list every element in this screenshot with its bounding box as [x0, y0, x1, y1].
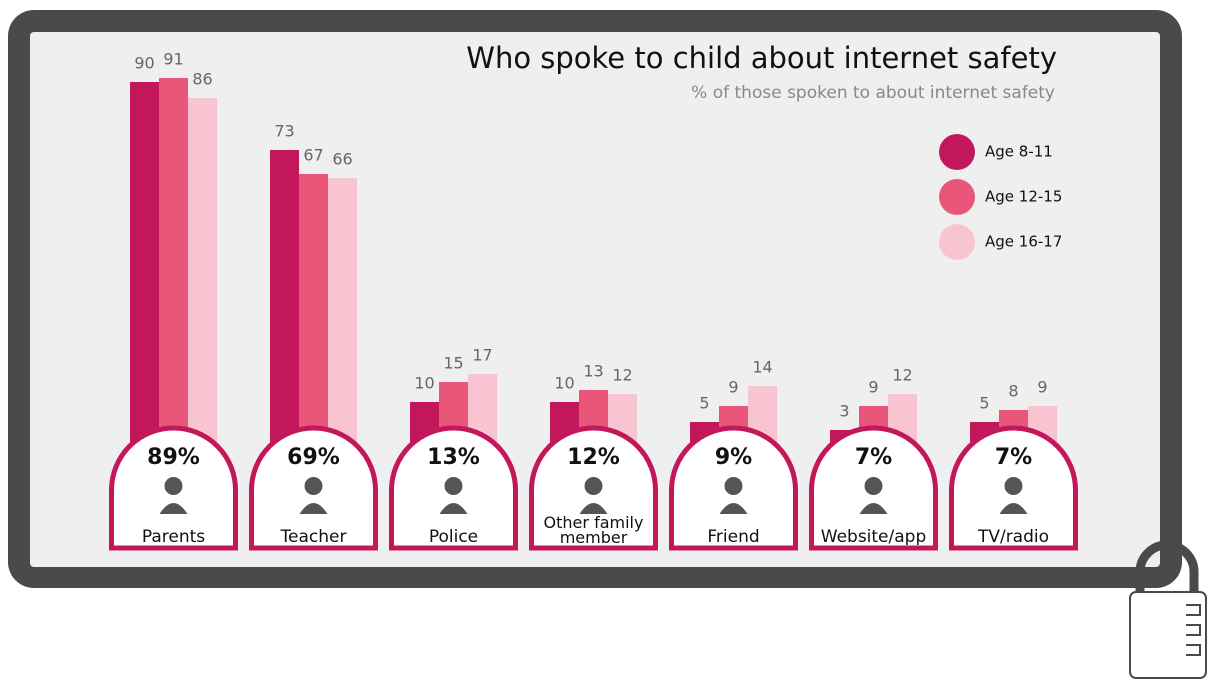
icon-body: [999, 503, 1028, 514]
category-label: TV/radio: [977, 527, 1050, 546]
category-label-box: TV/radio: [977, 527, 1050, 546]
value-label: 10: [414, 374, 434, 393]
legend-swatch: [939, 224, 975, 260]
category-label-box: Other family member: [543, 513, 644, 546]
value-label: 5: [979, 394, 989, 413]
value-label: 86: [192, 70, 212, 89]
value-label: 17: [472, 346, 492, 365]
bar: [299, 174, 328, 442]
bar: [130, 82, 159, 442]
total-label: 89%: [147, 445, 200, 470]
category-label: Teacher: [280, 527, 347, 546]
category-icon: [299, 477, 328, 514]
value-label: 5: [699, 394, 709, 413]
category-label-box: Teacher: [280, 527, 347, 546]
value-label: 91: [163, 50, 183, 69]
category-icon: [859, 477, 888, 514]
icon-head: [444, 477, 463, 495]
category-label: Police: [428, 527, 479, 546]
value-label: 73: [274, 122, 294, 141]
icon-head: [724, 477, 743, 495]
value-label: 10: [554, 374, 574, 393]
legend-swatch: [939, 134, 975, 170]
category-label-box: Parents: [141, 527, 206, 546]
icon-head: [864, 477, 883, 495]
total-label: 12%: [567, 445, 620, 470]
icon-head: [584, 477, 603, 495]
category-icon: [159, 477, 188, 514]
value-label: 8: [1008, 382, 1018, 401]
icon-head: [164, 477, 183, 495]
category-label: Friend: [707, 527, 760, 546]
icon-body: [299, 503, 328, 514]
legend-label: Age 12-15: [985, 188, 1062, 206]
chart-title: Who spoke to child about internet safety: [466, 41, 1057, 75]
icon-head: [304, 477, 323, 495]
value-label: 9: [868, 378, 878, 397]
value-label: 90: [134, 54, 154, 73]
category-label-box: Police: [428, 527, 479, 546]
legend-swatch: [939, 179, 975, 215]
value-label: 9: [728, 378, 738, 397]
value-label: 15: [443, 354, 463, 373]
total-label: 7%: [855, 445, 892, 470]
total-label: 7%: [995, 445, 1032, 470]
category-label-box: Website/app: [820, 527, 927, 546]
padlock: [1129, 540, 1207, 679]
total-label: 9%: [715, 445, 752, 470]
bar: [270, 150, 299, 442]
category-label: Other family member: [543, 513, 644, 546]
chart-subtitle: % of those spoken to about internet safe…: [691, 83, 1055, 103]
category-icon: [579, 477, 608, 514]
value-label: 12: [612, 366, 632, 385]
value-label: 3: [839, 402, 849, 421]
value-label: 12: [892, 366, 912, 385]
icon-body: [859, 503, 888, 514]
legend-label: Age 16-17: [985, 233, 1062, 251]
value-label: 14: [752, 358, 772, 377]
icon-body: [719, 503, 748, 514]
category-label-box: Friend: [707, 527, 760, 546]
value-label: 67: [303, 146, 323, 165]
icon-body: [439, 503, 468, 514]
category-label: Website/app: [820, 527, 927, 546]
value-label: 66: [332, 150, 352, 169]
value-label: 13: [583, 362, 603, 381]
category-icon: [999, 477, 1028, 514]
bar: [328, 178, 357, 442]
legend-label: Age 8-11: [985, 143, 1053, 161]
total-label: 13%: [427, 445, 480, 470]
bar: [188, 98, 217, 442]
category-icon: [439, 477, 468, 514]
icon-head: [1004, 477, 1023, 495]
category-label: Parents: [141, 527, 206, 546]
total-label: 69%: [287, 445, 340, 470]
icon-body: [159, 503, 188, 514]
value-label: 9: [1037, 378, 1047, 397]
category-icon: [719, 477, 748, 514]
bar: [159, 78, 188, 442]
icon-body: [579, 503, 608, 514]
